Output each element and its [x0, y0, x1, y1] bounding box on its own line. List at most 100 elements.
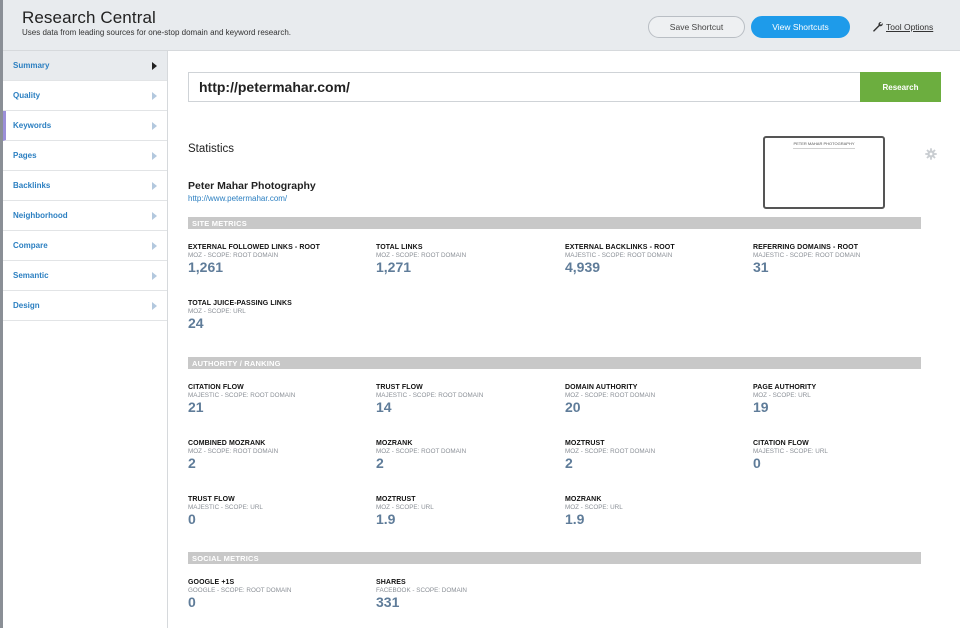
chevron-right-icon: [152, 272, 157, 280]
metric-source: MOZ - SCOPE: ROOT DOMAIN: [565, 392, 656, 399]
sidebar-item-label: Design: [13, 301, 40, 310]
sidebar-item-quality[interactable]: Quality: [3, 81, 167, 111]
metric-source: MAJESTIC - SCOPE: ROOT DOMAIN: [376, 392, 484, 399]
sidebar-item-label: Quality: [13, 91, 41, 100]
chevron-right-icon: [152, 152, 157, 160]
metric-source: MOZ - SCOPE: ROOT DOMAIN: [376, 252, 467, 259]
metric-title: MOZRANK: [565, 496, 602, 503]
metric-title: DOMAIN AUTHORITY: [565, 384, 638, 391]
chevron-right-icon: [152, 182, 157, 190]
metric-source: MOZ - SCOPE: ROOT DOMAIN: [188, 448, 279, 455]
metric-value: 4,939: [565, 259, 601, 275]
tool-options-link[interactable]: Tool Options: [872, 21, 933, 32]
metric-trust-flow-root: TRUST FLOW MAJESTIC - SCOPE: ROOT DOMAIN…: [376, 384, 556, 415]
view-shortcuts-button[interactable]: View Shortcuts: [751, 16, 850, 38]
metric-value: 21: [188, 399, 204, 415]
metric-mozrank-url: MOZRANK MOZ - SCOPE: URL 1.9: [565, 496, 745, 527]
chevron-right-icon: [152, 212, 157, 220]
metric-value: 2: [188, 455, 196, 471]
metric-source: MAJESTIC - SCOPE: ROOT DOMAIN: [188, 392, 296, 399]
metric-title: CITATION FLOW: [753, 440, 809, 447]
metric-moztrust-url: MOZTRUST MOZ - SCOPE: URL 1.9: [376, 496, 556, 527]
sidebar-item-backlinks[interactable]: Backlinks: [3, 171, 167, 201]
metric-source: MOZ - SCOPE: ROOT DOMAIN: [188, 252, 279, 259]
save-shortcut-button[interactable]: Save Shortcut: [648, 16, 745, 38]
app-title: Research Central: [22, 8, 156, 27]
sidebar-item-pages[interactable]: Pages: [3, 141, 167, 171]
sidebar-item-semantic[interactable]: Semantic: [3, 261, 167, 291]
metric-title: TOTAL LINKS: [376, 244, 423, 251]
metric-mozrank-root: MOZRANK MOZ - SCOPE: ROOT DOMAIN 2: [376, 440, 556, 471]
metric-referring-domains: REFERRING DOMAINS - ROOT MAJESTIC - SCOP…: [753, 244, 933, 275]
metric-external-followed-links: EXTERNAL FOLLOWED LINKS - ROOT MOZ - SCO…: [188, 244, 368, 275]
metric-source: MOZ - SCOPE: URL: [188, 308, 246, 315]
chevron-right-icon: [152, 242, 157, 250]
metric-value: 0: [188, 511, 196, 527]
site-thumbnail: PETER MAHAR PHOTOGRAPHY: [763, 136, 885, 209]
sidebar-item-label: Backlinks: [13, 181, 51, 190]
thumbnail-nav-line: [793, 148, 855, 149]
sidebar-item-design[interactable]: Design: [3, 291, 167, 321]
metric-moztrust-root: MOZTRUST MOZ - SCOPE: ROOT DOMAIN 2: [565, 440, 745, 471]
sidebar-item-label: Keywords: [13, 121, 52, 130]
metric-source: MOZ - SCOPE: URL: [376, 504, 434, 511]
sidebar-item-label: Pages: [13, 151, 37, 160]
section-authority-ranking: AUTHORITY / RANKING: [188, 357, 921, 369]
sidebar-item-keywords[interactable]: Keywords: [3, 111, 167, 141]
metric-total-juice-passing-links: TOTAL JUICE-PASSING LINKS MOZ - SCOPE: U…: [188, 300, 368, 331]
metric-title: EXTERNAL BACKLINKS - ROOT: [565, 244, 675, 251]
metric-total-links: TOTAL LINKS MOZ - SCOPE: ROOT DOMAIN 1,2…: [376, 244, 556, 275]
metric-title: PAGE AUTHORITY: [753, 384, 817, 391]
metric-value: 2: [376, 455, 384, 471]
metric-domain-authority: DOMAIN AUTHORITY MOZ - SCOPE: ROOT DOMAI…: [565, 384, 745, 415]
sidebar-item-summary[interactable]: Summary: [3, 51, 167, 81]
metric-source: FACEBOOK - SCOPE: DOMAIN: [376, 587, 467, 594]
chevron-right-icon: [152, 302, 157, 310]
metric-title: SHARES: [376, 579, 406, 586]
metric-source: MAJESTIC - SCOPE: ROOT DOMAIN: [565, 252, 673, 259]
app-subtitle: Uses data from leading sources for one-s…: [22, 28, 292, 37]
url-input[interactable]: http://petermahar.com/: [188, 72, 860, 102]
metric-title: TOTAL JUICE-PASSING LINKS: [188, 300, 292, 307]
sidebar-nav: Summary Quality Keywords Pages Backlinks…: [3, 51, 168, 628]
metric-source: MOZ - SCOPE: ROOT DOMAIN: [565, 448, 656, 455]
metric-combined-mozrank: COMBINED MOZRANK MOZ - SCOPE: ROOT DOMAI…: [188, 440, 368, 471]
sidebar-item-compare[interactable]: Compare: [3, 231, 167, 261]
metric-citation-flow-url: CITATION FLOW MAJESTIC - SCOPE: URL 0: [753, 440, 933, 471]
gear-icon[interactable]: [925, 148, 937, 160]
metric-source: MAJESTIC - SCOPE: ROOT DOMAIN: [753, 252, 861, 259]
metric-source: MAJESTIC - SCOPE: URL: [753, 448, 828, 455]
sidebar-item-label: Neighborhood: [13, 211, 68, 220]
metric-external-backlinks: EXTERNAL BACKLINKS - ROOT MAJESTIC - SCO…: [565, 244, 745, 275]
metric-title: MOZRANK: [376, 440, 413, 447]
thumbnail-title: PETER MAHAR PHOTOGRAPHY: [793, 141, 855, 146]
metric-value: 1.9: [565, 511, 585, 527]
section-social-metrics: SOCIAL METRICS: [188, 552, 921, 564]
metric-value: 1,271: [376, 259, 412, 275]
metric-title: GOOGLE +1S: [188, 579, 235, 586]
sidebar-item-label: Compare: [13, 241, 48, 250]
metric-value: 1,261: [188, 259, 224, 275]
sidebar-item-neighborhood[interactable]: Neighborhood: [3, 201, 167, 231]
wrench-icon: [873, 21, 883, 32]
metric-facebook-shares: SHARES FACEBOOK - SCOPE: DOMAIN 331: [376, 579, 556, 610]
site-name: Peter Mahar Photography: [188, 180, 316, 192]
metric-title: TRUST FLOW: [188, 496, 235, 503]
statistics-heading: Statistics: [188, 143, 235, 155]
metric-value: 2: [565, 455, 573, 471]
metric-source: MOZ - SCOPE: URL: [753, 392, 811, 399]
metric-value: 0: [188, 594, 196, 610]
metric-title: CITATION FLOW: [188, 384, 244, 391]
metric-source: MOZ - SCOPE: URL: [565, 504, 623, 511]
sidebar-item-label: Semantic: [13, 271, 49, 280]
metric-title: MOZTRUST: [565, 440, 605, 447]
metric-value: 31: [753, 259, 769, 275]
metric-source: MAJESTIC - SCOPE: URL: [188, 504, 263, 511]
chevron-right-icon: [152, 62, 157, 70]
site-url-link[interactable]: http://www.petermahar.com/: [188, 194, 288, 203]
metric-google-plus-ones: GOOGLE +1S GOOGLE - SCOPE: ROOT DOMAIN 0: [188, 579, 368, 610]
metric-title: REFERRING DOMAINS - ROOT: [753, 244, 859, 251]
metric-value: 14: [376, 399, 392, 415]
window-edge: [0, 0, 3, 628]
research-button[interactable]: Research: [860, 72, 941, 102]
